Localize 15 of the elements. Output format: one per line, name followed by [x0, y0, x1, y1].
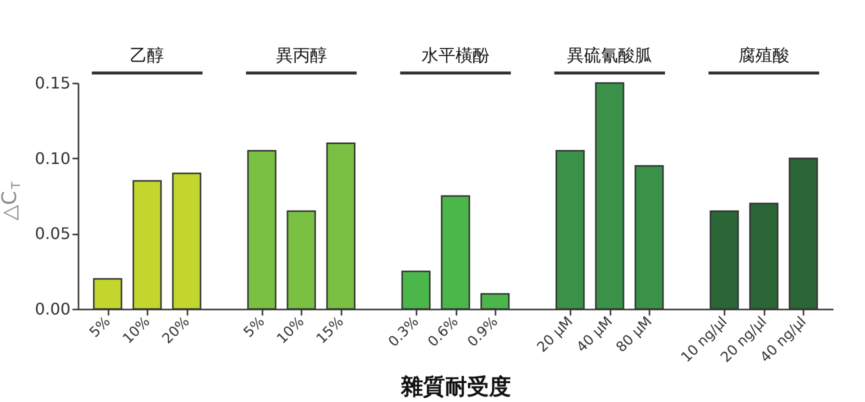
y-tick-label: 0.05: [34, 224, 70, 244]
y-tick-label: 0.10: [34, 148, 70, 168]
y-axis-title: △CT: [0, 181, 23, 220]
text: 異丙醇: [276, 46, 327, 66]
y-tick-label: 0.00: [34, 300, 70, 318]
y-tick-label: 0.15: [34, 74, 70, 92]
text: 異硫氰酸胍: [567, 46, 652, 66]
text: 水平橫酚: [422, 46, 490, 66]
x-tick-label: 40 μM: [574, 314, 616, 356]
x-tick-label: 5%: [86, 314, 114, 341]
text: 乙醇: [130, 46, 164, 66]
x-tick-label: 80 μM: [613, 314, 656, 356]
text: 腐殖酸: [738, 46, 790, 66]
x-tick-label: 5%: [240, 314, 268, 341]
x-tick-label: 20 μM: [534, 314, 576, 356]
